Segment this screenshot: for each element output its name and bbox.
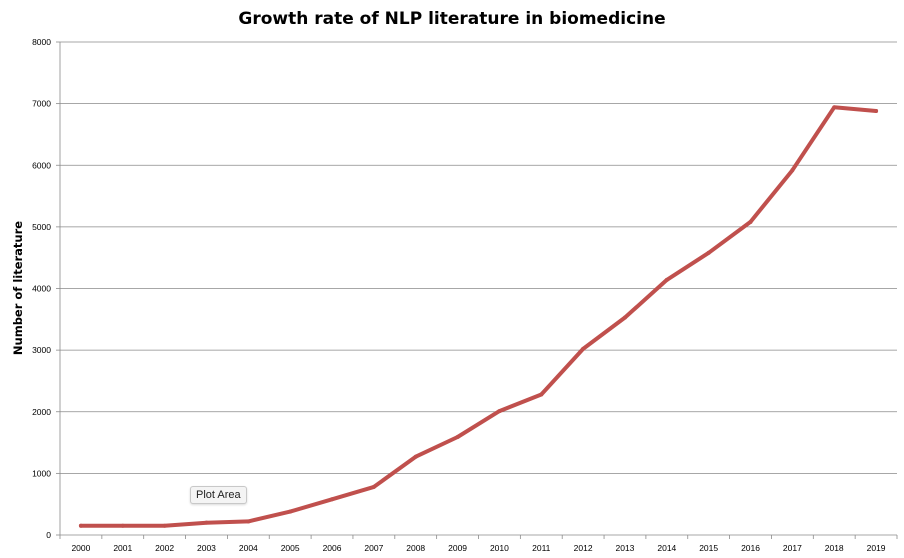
y-tick-label: 1000 <box>32 468 51 478</box>
data-point-2009[interactable] <box>455 435 460 440</box>
plot-area-tooltip: Plot Area <box>190 486 247 504</box>
x-tick-label: 2010 <box>490 543 509 553</box>
x-tick-label: 2000 <box>71 543 90 553</box>
x-tick-label: 2004 <box>239 543 258 553</box>
data-point-2002[interactable] <box>162 523 167 528</box>
x-tick-label: 2005 <box>281 543 300 553</box>
x-tick-label: 2008 <box>406 543 425 553</box>
x-tick-label: 2006 <box>323 543 342 553</box>
x-tick-label: 2007 <box>364 543 383 553</box>
data-point-2012[interactable] <box>581 346 586 351</box>
grid-lines <box>60 41 897 474</box>
data-point-2015[interactable] <box>706 250 711 255</box>
x-tick-label: 2009 <box>448 543 467 553</box>
y-tick-label: 5000 <box>32 222 51 232</box>
data-point-2010[interactable] <box>497 409 502 414</box>
x-tick-label: 2011 <box>532 543 551 553</box>
series-group[interactable] <box>78 105 879 528</box>
data-point-2014[interactable] <box>664 277 669 282</box>
x-tick-label: 2016 <box>741 543 760 553</box>
x-tick-label: 2013 <box>616 543 635 553</box>
data-point-2016[interactable] <box>748 219 753 224</box>
data-point-2003[interactable] <box>204 520 209 525</box>
data-point-2011[interactable] <box>539 392 544 397</box>
data-point-2008[interactable] <box>413 454 418 459</box>
x-tick-label: 2002 <box>155 543 174 553</box>
data-point-2019[interactable] <box>874 109 879 114</box>
data-point-2013[interactable] <box>622 315 627 320</box>
data-point-2017[interactable] <box>790 168 795 173</box>
y-tick-label: 4000 <box>32 284 51 294</box>
data-point-2006[interactable] <box>330 497 335 502</box>
y-axis-label: Number of literature <box>11 221 25 355</box>
x-tick-labels: 2000 2001 2002 2003 2004 2005 2006 2007 2008 2009… <box>71 543 885 553</box>
x-tick-label: 2003 <box>197 543 216 553</box>
y-tick-label: 0 <box>46 530 51 540</box>
x-tick-label: 2019 <box>867 543 886 553</box>
y-tick-label: 7000 <box>32 99 51 109</box>
series-line-0[interactable] <box>78 105 879 528</box>
data-point-2001[interactable] <box>120 523 125 528</box>
x-tick-label: 2015 <box>699 543 718 553</box>
data-point-2005[interactable] <box>288 509 293 514</box>
y-tick-labels: 0 1000 2000 3000 4000 5000 6000 7000 8000 <box>32 37 51 540</box>
data-point-2004[interactable] <box>246 519 251 524</box>
axes <box>56 41 898 539</box>
data-point-2000[interactable] <box>78 523 83 528</box>
y-tick-label: 8000 <box>32 37 51 47</box>
chart-title: Growth rate of NLP literature in biomedi… <box>238 9 665 29</box>
y-tick-label: 3000 <box>32 345 51 355</box>
x-tick-label: 2014 <box>657 543 676 553</box>
x-tick-label: 2012 <box>574 543 593 553</box>
data-point-2007[interactable] <box>371 484 376 489</box>
data-point-2018[interactable] <box>832 105 837 110</box>
y-tick-label: 2000 <box>32 407 51 417</box>
x-tick-label: 2017 <box>783 543 802 553</box>
x-tick-label: 2018 <box>825 543 844 553</box>
y-tick-label: 6000 <box>32 160 51 170</box>
x-tick-label: 2001 <box>113 543 132 553</box>
